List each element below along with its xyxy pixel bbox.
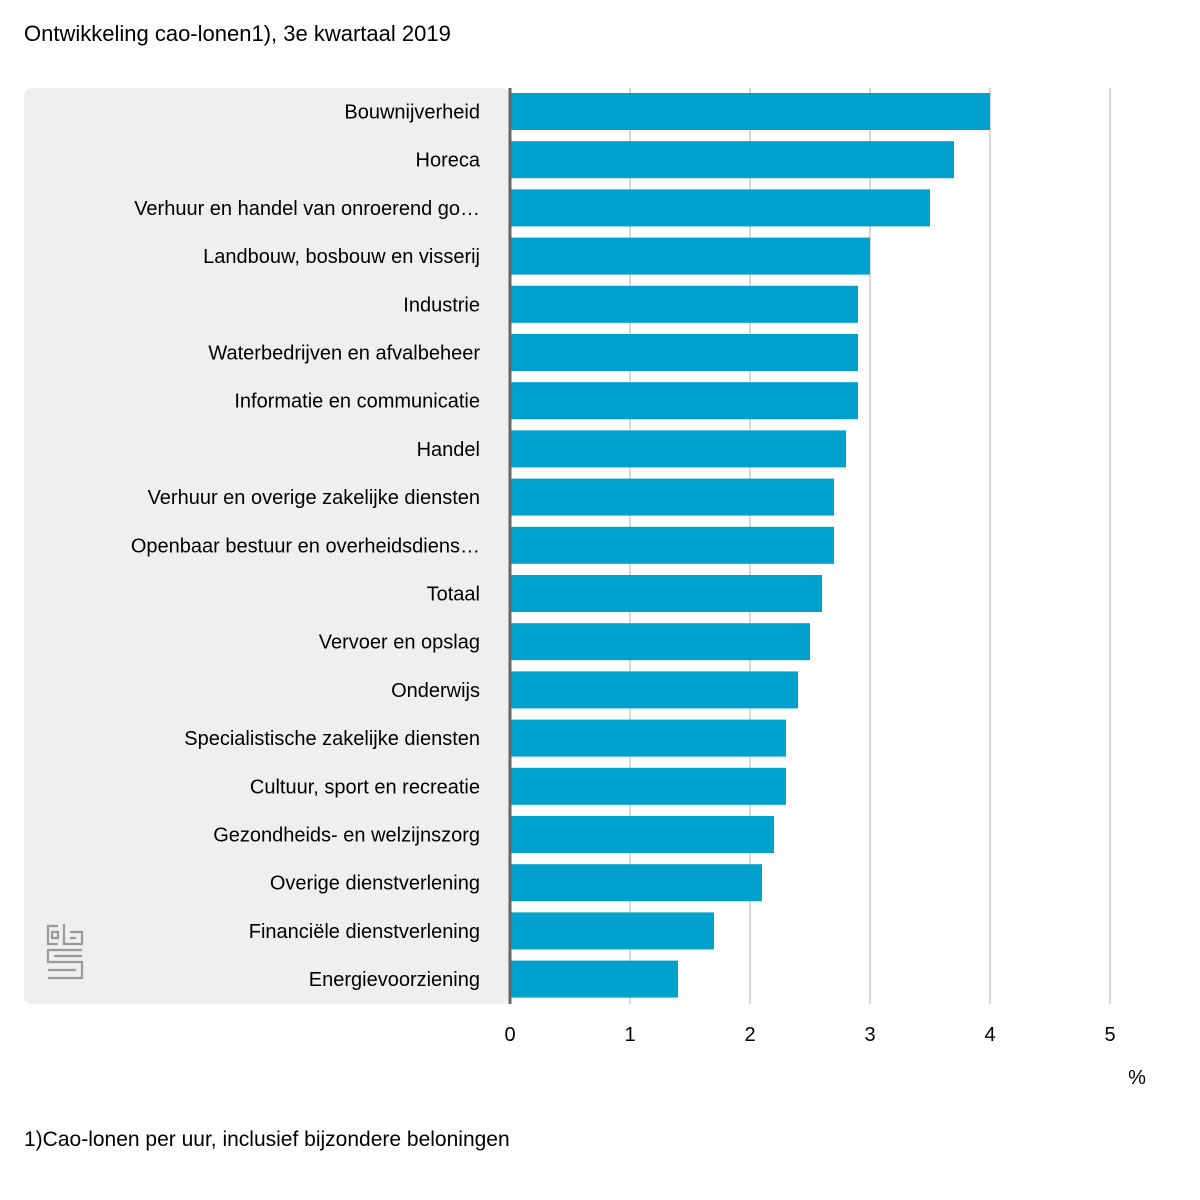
chart-title: Ontwikkeling cao-lonen1), 3e kwartaal 20… bbox=[24, 21, 451, 46]
category-labels: Bouwnijverheid Horeca Verhuur en handel va… bbox=[131, 102, 481, 992]
category-label: Informatie en communicatie bbox=[234, 391, 480, 413]
cbs-logo-icon bbox=[44, 922, 88, 982]
chart-footnote: 1)Cao-lonen per uur, inclusief bijzonder… bbox=[24, 1128, 510, 1151]
bar bbox=[510, 189, 930, 227]
x-tick-labels: 0 1 2 3 4 5 bbox=[504, 1024, 1115, 1046]
category-label: Industrie bbox=[403, 294, 480, 316]
bar bbox=[510, 671, 798, 709]
category-label: Totaal bbox=[427, 584, 480, 606]
category-label: Financiële dienstverlening bbox=[249, 921, 480, 943]
category-label: Gezondheids- en welzijnszorg bbox=[213, 825, 480, 847]
category-label: Bouwnijverheid bbox=[344, 102, 480, 124]
category-label: Openbaar bestuur en overheidsdiens… bbox=[131, 535, 480, 557]
x-tick-label: 4 bbox=[984, 1024, 995, 1046]
bar bbox=[510, 237, 870, 275]
category-label: Vervoer en opslag bbox=[319, 632, 480, 654]
bar bbox=[510, 93, 990, 130]
category-label: Verhuur en overige zakelijke diensten bbox=[148, 487, 480, 509]
bars bbox=[510, 93, 990, 998]
bar bbox=[510, 816, 774, 853]
bar bbox=[510, 960, 678, 998]
bar bbox=[510, 767, 786, 805]
x-tick-label: 0 bbox=[504, 1024, 515, 1046]
bar bbox=[510, 334, 858, 371]
category-label: Horeca bbox=[416, 150, 481, 172]
category-label: Verhuur en handel van onroerend go… bbox=[134, 198, 480, 220]
x-axis-unit-label: % bbox=[1128, 1067, 1146, 1089]
category-label: Waterbedrijven en afvalbeheer bbox=[208, 343, 480, 365]
category-label: Cultuur, sport en recreatie bbox=[250, 776, 480, 798]
x-tick-label: 2 bbox=[744, 1024, 755, 1046]
category-label-panel bbox=[24, 88, 510, 1004]
category-label: Landbouw, bosbouw en visserij bbox=[203, 246, 480, 268]
category-label: Specialistische zakelijke diensten bbox=[184, 728, 480, 750]
bar bbox=[510, 575, 822, 612]
bar bbox=[510, 864, 762, 902]
x-tick-label: 5 bbox=[1104, 1024, 1115, 1046]
bar bbox=[510, 478, 834, 516]
bar bbox=[510, 912, 714, 950]
bar bbox=[510, 285, 858, 323]
category-label: Overige dienstverlening bbox=[270, 873, 480, 895]
bar bbox=[510, 382, 858, 420]
category-label: Onderwijs bbox=[391, 680, 480, 702]
x-tick-label: 1 bbox=[624, 1024, 635, 1046]
bar bbox=[510, 141, 954, 179]
bar bbox=[510, 719, 786, 757]
bar bbox=[510, 430, 846, 468]
category-label: Energievoorziening bbox=[309, 969, 480, 991]
category-label: Handel bbox=[417, 439, 480, 461]
x-tick-label: 3 bbox=[864, 1024, 875, 1046]
bar bbox=[510, 526, 834, 564]
bar bbox=[510, 623, 810, 661]
